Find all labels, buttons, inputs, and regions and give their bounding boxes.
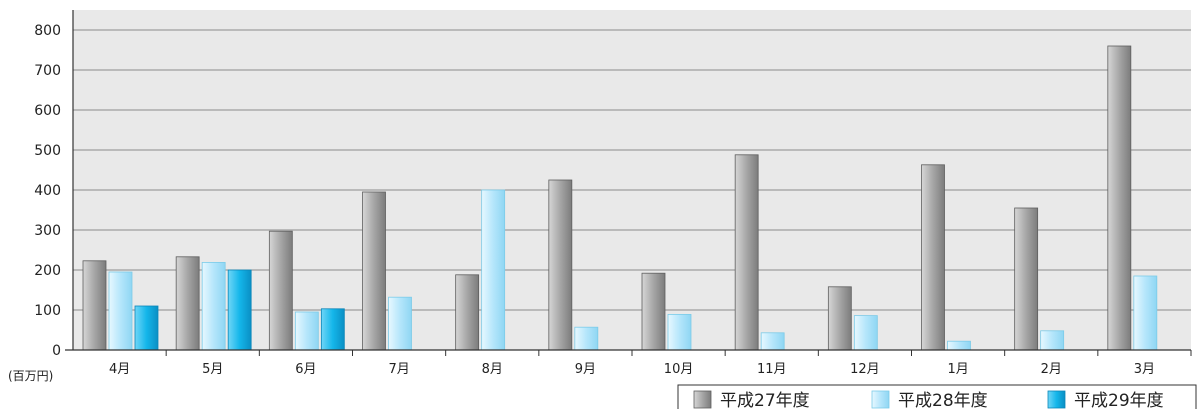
legend-swatch bbox=[871, 390, 890, 409]
bar bbox=[921, 164, 945, 351]
grid-lines bbox=[73, 29, 1191, 311]
bar bbox=[82, 260, 107, 351]
bar bbox=[108, 271, 133, 351]
y-tick-label: 400 bbox=[34, 183, 61, 199]
legend-swatch bbox=[693, 390, 712, 409]
bar bbox=[667, 313, 692, 351]
bar bbox=[1014, 207, 1039, 351]
x-tick-label: 6月 bbox=[295, 362, 316, 377]
y-tick-label: 300 bbox=[34, 223, 61, 239]
bar bbox=[268, 230, 293, 351]
bar bbox=[134, 305, 159, 351]
x-tick-label: 1月 bbox=[947, 362, 968, 377]
bar bbox=[201, 261, 226, 351]
legend-box bbox=[677, 384, 1197, 413]
bar bbox=[1107, 45, 1132, 351]
bar bbox=[320, 308, 345, 351]
bar bbox=[175, 256, 200, 351]
legend-label: 平成28年度 bbox=[898, 391, 988, 409]
x-tick-label: 5月 bbox=[202, 362, 223, 377]
x-tick-label: 8月 bbox=[482, 362, 503, 377]
bar bbox=[455, 274, 480, 351]
y-tick-label: 0 bbox=[52, 343, 61, 359]
x-axis-labels: 4月 5月 6月 7月 8月 9月 10月 11月 12月 1月 2月 3月 bbox=[109, 362, 1155, 377]
y-tick-label: 200 bbox=[34, 263, 61, 279]
bar bbox=[1040, 330, 1065, 351]
bar bbox=[734, 154, 759, 351]
x-tick-label: 9月 bbox=[575, 362, 596, 377]
plot-area bbox=[73, 10, 1191, 350]
x-tick-label: 7月 bbox=[388, 362, 409, 377]
axes bbox=[65, 10, 1192, 356]
x-tick-label: 11月 bbox=[757, 362, 787, 377]
bar bbox=[760, 332, 785, 351]
x-tick-label: 4月 bbox=[109, 362, 130, 377]
x-tick-label: 10月 bbox=[664, 362, 694, 377]
y-axis-ticks: 0 100 200 300 400 500 600 700 800 bbox=[34, 23, 61, 359]
bar bbox=[548, 179, 573, 351]
legend-swatch bbox=[1047, 390, 1066, 409]
bar bbox=[294, 311, 319, 351]
legend-label: 平成29年度 bbox=[1074, 391, 1164, 409]
unit-label: (百万円) bbox=[8, 369, 53, 383]
legend: 平成27年度 平成28年度 平成29年度 bbox=[677, 384, 1197, 413]
y-tick-label: 100 bbox=[34, 303, 61, 319]
x-tick-label: 12月 bbox=[850, 362, 880, 377]
bar bbox=[388, 296, 412, 351]
y-tick-label: 800 bbox=[34, 23, 61, 39]
bar bbox=[947, 340, 971, 351]
y-tick-label: 600 bbox=[34, 103, 61, 119]
x-tick-label: 2月 bbox=[1041, 362, 1062, 377]
legend-label: 平成27年度 bbox=[720, 391, 810, 409]
bar bbox=[827, 286, 852, 351]
bar bbox=[574, 326, 599, 351]
y-tick-label: 500 bbox=[34, 143, 61, 159]
y-tick-label: 700 bbox=[34, 63, 61, 79]
bar bbox=[853, 315, 878, 351]
bar bbox=[362, 191, 386, 351]
bar bbox=[227, 269, 252, 351]
x-tick-label: 3月 bbox=[1134, 362, 1155, 377]
bar bbox=[1133, 275, 1158, 351]
bar bbox=[481, 189, 506, 351]
bar bbox=[641, 272, 666, 351]
